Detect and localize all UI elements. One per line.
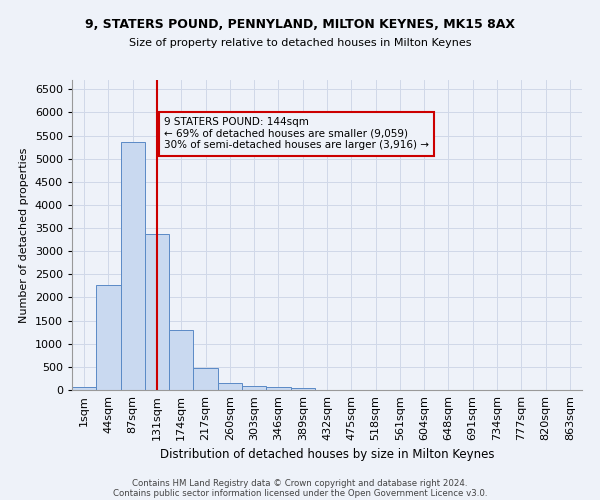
Bar — [193, 368, 218, 390]
Bar — [290, 388, 315, 390]
Bar — [242, 386, 266, 390]
Bar — [72, 386, 96, 390]
X-axis label: Distribution of detached houses by size in Milton Keynes: Distribution of detached houses by size … — [160, 448, 494, 462]
Bar — [266, 387, 290, 390]
Text: Contains HM Land Registry data © Crown copyright and database right 2024.: Contains HM Land Registry data © Crown c… — [132, 478, 468, 488]
Bar — [96, 285, 121, 390]
Text: Contains public sector information licensed under the Open Government Licence v3: Contains public sector information licen… — [113, 488, 487, 498]
Text: 9, STATERS POUND, PENNYLAND, MILTON KEYNES, MK15 8AX: 9, STATERS POUND, PENNYLAND, MILTON KEYN… — [85, 18, 515, 30]
Text: 9 STATERS POUND: 144sqm
← 69% of detached houses are smaller (9,059)
30% of semi: 9 STATERS POUND: 144sqm ← 69% of detache… — [164, 117, 429, 150]
Y-axis label: Number of detached properties: Number of detached properties — [19, 148, 29, 322]
Bar — [218, 382, 242, 390]
Bar — [169, 330, 193, 390]
Bar — [145, 234, 169, 390]
Bar — [121, 142, 145, 390]
Text: Size of property relative to detached houses in Milton Keynes: Size of property relative to detached ho… — [129, 38, 471, 48]
